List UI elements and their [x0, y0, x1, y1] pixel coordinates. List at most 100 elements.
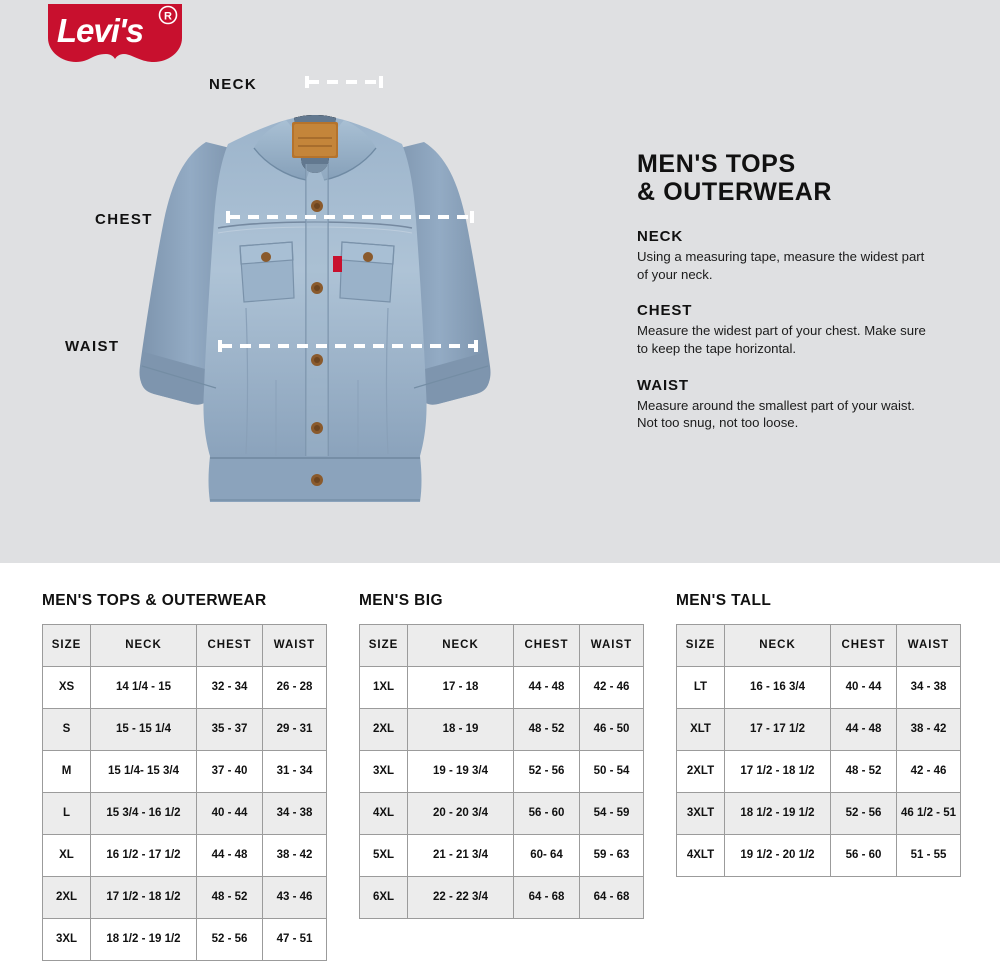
size-table-title: MEN'S TOPS & OUTERWEAR — [42, 592, 267, 609]
cell-size: XL — [42, 834, 91, 877]
table-row: LT 16 - 16 3/4 40 - 44 34 - 38 — [676, 666, 961, 709]
panel-title-line1: MEN'S TOPS — [637, 150, 796, 178]
cell-size: 3XL — [42, 918, 91, 961]
cell-waist: 31 - 34 — [262, 750, 327, 793]
cell-waist: 51 - 55 — [896, 834, 961, 877]
instruction-neck: NECK Using a measuring tape, measure the… — [637, 228, 937, 283]
table-header-row: SIZE NECK CHEST WAIST — [359, 624, 644, 667]
cell-chest: 37 - 40 — [196, 750, 263, 793]
cell-chest: 60- 64 — [513, 834, 580, 877]
cell-size: 2XL — [42, 876, 91, 919]
cell-chest: 44 - 48 — [196, 834, 263, 877]
column-header-waist: WAIST — [896, 624, 961, 667]
cell-size: 3XL — [359, 750, 408, 793]
cell-size: 2XL — [359, 708, 408, 751]
column-header-neck: NECK — [724, 624, 831, 667]
size-table: SIZE NECK CHEST WAIST 1XL 17 - 18 44 - 4… — [359, 624, 644, 919]
table-row: 1XL 17 - 18 44 - 48 42 - 46 — [359, 666, 644, 709]
table-row: S 15 - 15 1/4 35 - 37 29 - 31 — [42, 708, 327, 751]
cell-waist: 59 - 63 — [579, 834, 644, 877]
size-table: SIZE NECK CHEST WAIST XS 14 1/4 - 15 32 … — [42, 624, 327, 961]
instruction-waist-heading: WAIST — [637, 376, 689, 394]
cell-waist: 64 - 68 — [579, 876, 644, 919]
cell-size: S — [42, 708, 91, 751]
cell-chest: 48 - 52 — [830, 750, 897, 793]
table-row: 4XL 20 - 20 3/4 56 - 60 54 - 59 — [359, 792, 644, 835]
cell-size: 6XL — [359, 876, 408, 919]
size-table-title: MEN'S BIG — [359, 592, 443, 609]
cell-chest: 32 - 34 — [196, 666, 263, 709]
table-row: 6XL 22 - 22 3/4 64 - 68 64 - 68 — [359, 876, 644, 919]
measure-line-neck — [305, 76, 383, 88]
table-row: 2XL 18 - 19 48 - 52 46 - 50 — [359, 708, 644, 751]
column-header-chest: CHEST — [196, 624, 263, 667]
cell-size: 1XL — [359, 666, 408, 709]
cell-neck: 18 1/2 - 19 1/2 — [90, 918, 197, 961]
instruction-chest-heading: CHEST — [637, 302, 693, 320]
cell-neck: 21 - 21 3/4 — [407, 834, 514, 877]
cell-chest: 44 - 48 — [513, 666, 580, 709]
column-header-size: SIZE — [359, 624, 408, 667]
column-header-waist: WAIST — [579, 624, 644, 667]
measure-label-neck: NECK — [209, 76, 258, 93]
cell-neck: 20 - 20 3/4 — [407, 792, 514, 835]
table-row: 5XL 21 - 21 3/4 60- 64 59 - 63 — [359, 834, 644, 877]
column-header-size: SIZE — [676, 624, 725, 667]
cell-waist: 50 - 54 — [579, 750, 644, 793]
cell-size: XS — [42, 666, 91, 709]
column-header-waist: WAIST — [262, 624, 327, 667]
size-table-mens-tops-outerwear: MEN'S TOPS & OUTERWEAR SIZE NECK CHEST W… — [42, 592, 327, 961]
cell-size: XLT — [676, 708, 725, 751]
cell-waist: 38 - 42 — [262, 834, 327, 877]
cell-size: 4XLT — [676, 834, 725, 877]
cell-neck: 17 - 18 — [407, 666, 514, 709]
table-row: XS 14 1/4 - 15 32 - 34 26 - 28 — [42, 666, 327, 709]
table-row: 3XL 19 - 19 3/4 52 - 56 50 - 54 — [359, 750, 644, 793]
table-row: 4XLT 19 1/2 - 20 1/2 56 - 60 51 - 55 — [676, 834, 961, 877]
cell-chest: 35 - 37 — [196, 708, 263, 751]
svg-text:R: R — [164, 11, 172, 23]
cell-neck: 22 - 22 3/4 — [407, 876, 514, 919]
table-body: 1XL 17 - 18 44 - 48 42 - 46 2XL 18 - 19 … — [359, 666, 644, 919]
cell-waist: 38 - 42 — [896, 708, 961, 751]
table-row: XLT 17 - 17 1/2 44 - 48 38 - 42 — [676, 708, 961, 751]
column-header-chest: CHEST — [513, 624, 580, 667]
size-tables-section: MEN'S TOPS & OUTERWEAR SIZE NECK CHEST W… — [0, 563, 1000, 961]
column-header-neck: NECK — [407, 624, 514, 667]
cell-neck: 17 1/2 - 18 1/2 — [724, 750, 831, 793]
cell-chest: 40 - 44 — [196, 792, 263, 835]
size-table-mens-big: MEN'S BIG SIZE NECK CHEST WAIST 1XL 17 -… — [359, 592, 644, 919]
cell-waist: 29 - 31 — [262, 708, 327, 751]
table-header-row: SIZE NECK CHEST WAIST — [42, 624, 327, 667]
hero-section: Levi's R — [0, 0, 1000, 563]
measure-line-waist — [218, 340, 478, 352]
cell-chest: 40 - 44 — [830, 666, 897, 709]
denim-trucker-jacket-icon — [80, 60, 550, 530]
cell-neck: 17 1/2 - 18 1/2 — [90, 876, 197, 919]
size-table-title: MEN'S TALL — [676, 592, 772, 609]
cell-size: LT — [676, 666, 725, 709]
cell-chest: 48 - 52 — [513, 708, 580, 751]
cell-neck: 16 - 16 3/4 — [724, 666, 831, 709]
column-header-neck: NECK — [90, 624, 197, 667]
panel-title: MEN'S TOPS & OUTERWEAR — [637, 150, 937, 206]
instruction-neck-heading: NECK — [637, 228, 684, 245]
cell-neck: 16 1/2 - 17 1/2 — [90, 834, 197, 877]
size-table: SIZE NECK CHEST WAIST LT 16 - 16 3/4 40 … — [676, 624, 961, 877]
cell-chest: 64 - 68 — [513, 876, 580, 919]
table-row: XL 16 1/2 - 17 1/2 44 - 48 38 - 42 — [42, 834, 327, 877]
measurement-instructions-panel: MEN'S TOPS & OUTERWEAR NECK Using a meas… — [637, 150, 937, 432]
cell-waist: 47 - 51 — [262, 918, 327, 961]
measure-label-waist: WAIST — [65, 338, 120, 355]
cell-chest: 52 - 56 — [830, 792, 897, 835]
cell-waist: 42 - 46 — [579, 666, 644, 709]
cell-waist: 26 - 28 — [262, 666, 327, 709]
cell-neck: 19 1/2 - 20 1/2 — [724, 834, 831, 877]
instruction-chest: CHEST Measure the widest part of your ch… — [637, 302, 937, 357]
cell-neck: 15 1/4- 15 3/4 — [90, 750, 197, 793]
cell-neck: 15 - 15 1/4 — [90, 708, 197, 751]
cell-neck: 17 - 17 1/2 — [724, 708, 831, 751]
cell-neck: 15 3/4 - 16 1/2 — [90, 792, 197, 835]
measure-line-chest — [226, 211, 474, 223]
table-row: 3XLT 18 1/2 - 19 1/2 52 - 56 46 1/2 - 51 — [676, 792, 961, 835]
